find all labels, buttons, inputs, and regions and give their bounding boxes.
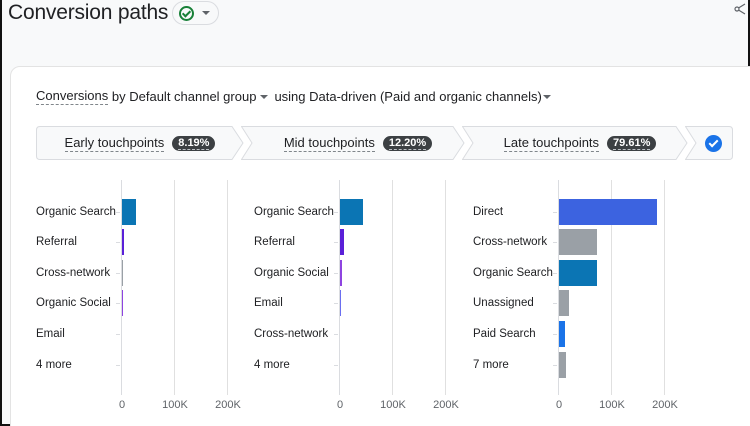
- model-caret-down-icon[interactable]: [542, 94, 551, 99]
- gridline: [121, 180, 122, 395]
- using-text: using: [274, 89, 310, 104]
- metric-selector-row: Conversions by Default channel group usi…: [36, 88, 557, 105]
- tab-mid-touchpoints[interactable]: Mid touchpoints 12.20%: [241, 126, 465, 160]
- x-axis-tick-label: 200K: [433, 399, 459, 411]
- bar[interactable]: [340, 199, 363, 225]
- gridline: [392, 180, 393, 395]
- gridline: [227, 180, 228, 395]
- gridline: [339, 180, 340, 395]
- bar[interactable]: [559, 290, 569, 316]
- gridline: [611, 180, 612, 395]
- channel-label[interactable]: 7 more: [473, 359, 509, 371]
- channel-label: Organic Social: [254, 267, 329, 279]
- bar[interactable]: [559, 199, 657, 225]
- channel-label: Paid Search: [473, 328, 536, 340]
- y-axis-tick: [116, 334, 120, 335]
- page-title: Conversion paths: [8, 1, 169, 24]
- channel-label: Cross-network: [254, 328, 329, 340]
- late-touchpoints-chart: 0 100K 200K Direct Cross-network Organic Sear…: [2, 180, 702, 420]
- dimension-selector[interactable]: Default channel group: [129, 89, 257, 104]
- bar[interactable]: [340, 229, 344, 255]
- channel-label: Email: [36, 328, 65, 340]
- y-axis-tick: [116, 303, 120, 304]
- channel-label: Referral: [36, 236, 77, 248]
- channel-label: Unassigned: [473, 297, 534, 309]
- bar[interactable]: [122, 260, 123, 286]
- early-touchpoints-chart: 0 100K 200K Organic Search Referral Cross-net…: [2, 180, 252, 420]
- channel-label: Organic Search: [254, 206, 334, 218]
- tab-early-touchpoints[interactable]: Early touchpoints 8.19%: [36, 126, 244, 160]
- touchpoint-tabs: Early touchpoints 8.19% Mid touchpoints …: [36, 126, 736, 160]
- y-axis-tick: [553, 365, 557, 366]
- bar[interactable]: [559, 260, 597, 286]
- channel-label: Cross-network: [36, 267, 111, 279]
- channel-label: Referral: [254, 236, 295, 248]
- percent-badge: 12.20%: [382, 135, 433, 151]
- y-axis-tick: [553, 303, 557, 304]
- check-circle-icon: [179, 5, 195, 21]
- check-circle-filled-icon: [704, 134, 722, 152]
- y-axis-tick: [553, 273, 557, 274]
- tab-late-touchpoints[interactable]: Late touchpoints 79.61%: [462, 126, 688, 160]
- percent-badge: 8.19%: [172, 135, 216, 151]
- caret-down-icon: [202, 11, 211, 15]
- gridline: [174, 180, 175, 395]
- y-axis-tick: [334, 365, 338, 366]
- status-dropdown[interactable]: [172, 1, 220, 25]
- gridline: [445, 180, 446, 395]
- y-axis-tick: [116, 365, 120, 366]
- y-axis-tick: [553, 212, 557, 213]
- by-text: by: [108, 89, 130, 104]
- y-axis-tick: [116, 242, 120, 243]
- tab-select-all[interactable]: [685, 126, 733, 160]
- bar[interactable]: [122, 229, 124, 255]
- channel-label: Cross-network: [473, 236, 548, 248]
- channel-label: Organic Search: [473, 267, 553, 279]
- metric-selector[interactable]: Conversions: [36, 88, 109, 105]
- mid-touchpoints-chart: 0 100K 200K Organic Search Referral Organic S…: [2, 180, 472, 420]
- y-axis-tick: [334, 242, 338, 243]
- y-axis-tick: [116, 212, 120, 213]
- y-axis-tick: [334, 273, 338, 274]
- x-axis-tick-label: 200K: [215, 399, 241, 411]
- channel-label: Organic Social: [36, 297, 111, 309]
- tab-label: Early touchpoints: [64, 134, 165, 152]
- channel-label: Organic Search: [36, 206, 116, 218]
- x-axis-tick-label: 100K: [162, 399, 188, 411]
- share-icon[interactable]: [734, 3, 746, 15]
- gridline: [558, 180, 559, 395]
- y-axis-tick: [334, 334, 338, 335]
- bar[interactable]: [340, 260, 342, 286]
- bar[interactable]: [559, 229, 597, 255]
- channel-label[interactable]: 4 more: [254, 359, 290, 371]
- attribution-model-selector[interactable]: Data-driven (Paid and organic channels): [309, 89, 542, 104]
- bar[interactable]: [122, 199, 136, 225]
- channel-label: Email: [254, 297, 283, 309]
- tab-label: Late touchpoints: [503, 134, 600, 152]
- y-axis-tick: [334, 212, 338, 213]
- x-axis-tick-label: 0: [118, 399, 126, 411]
- channel-label: Direct: [473, 206, 504, 218]
- page-header: Conversion paths: [8, 0, 220, 26]
- x-axis-tick-label: 100K: [380, 399, 406, 411]
- x-axis-tick-label: 0: [336, 399, 344, 411]
- x-axis-tick-label: 200K: [652, 399, 678, 411]
- bar[interactable]: [122, 290, 123, 316]
- y-axis-tick: [553, 334, 557, 335]
- bar[interactable]: [340, 290, 341, 316]
- percent-badge: 79.61%: [607, 135, 657, 151]
- bar[interactable]: [559, 321, 565, 347]
- y-axis-tick: [334, 303, 338, 304]
- bar[interactable]: [559, 352, 566, 378]
- x-axis-tick-label: 0: [555, 399, 563, 411]
- tab-label: Mid touchpoints: [283, 134, 375, 152]
- dimension-caret-down-icon[interactable]: [260, 94, 269, 99]
- gridline: [664, 180, 665, 395]
- y-axis-tick: [553, 242, 557, 243]
- y-axis-tick: [116, 273, 120, 274]
- channel-label[interactable]: 4 more: [36, 359, 72, 371]
- x-axis-tick-label: 100K: [599, 399, 625, 411]
